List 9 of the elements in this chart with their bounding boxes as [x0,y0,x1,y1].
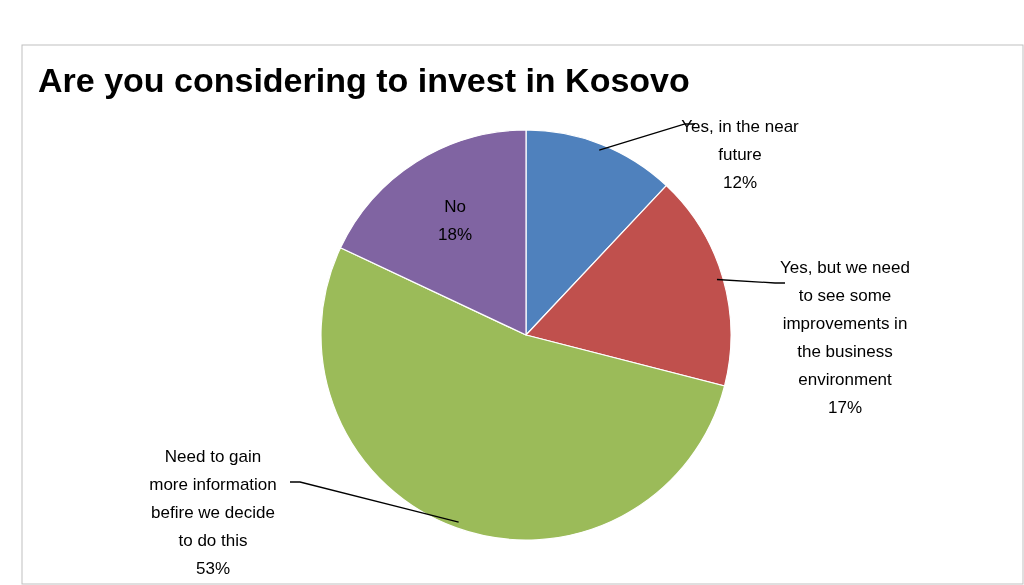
data-label: 17% [827,398,863,417]
slice-label: Yes, but we need to see some improvements in the business environment [780,258,910,389]
slice-label: Yes, in the near future [681,117,800,164]
chart-title: Are you considering to invest in Kosovo [38,61,690,99]
data-label: 12% [722,173,758,192]
slice-label: No [444,197,466,216]
slice-label: Need to gain more information befire we decide to do this [149,447,277,550]
data-label: 18% [437,225,473,244]
data-label: 53% [195,559,231,578]
